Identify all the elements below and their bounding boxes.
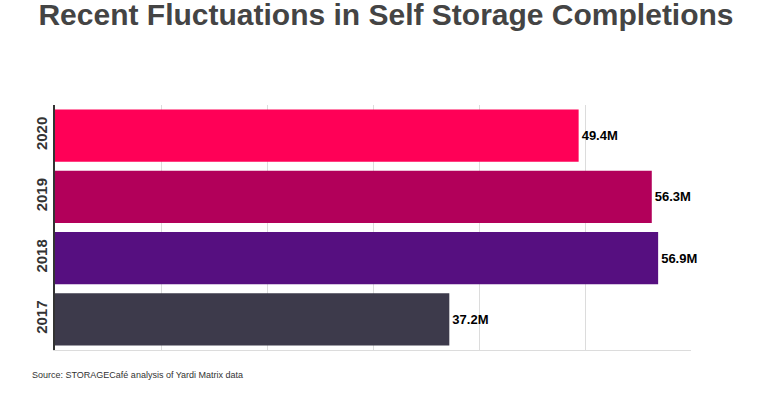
- svg-text:2017: 2017: [33, 300, 50, 333]
- svg-text:2019: 2019: [33, 178, 50, 211]
- svg-text:49.4M: 49.4M: [582, 128, 618, 143]
- svg-text:2020: 2020: [33, 117, 50, 150]
- svg-text:56.9M: 56.9M: [661, 251, 697, 266]
- svg-text:37.2M: 37.2M: [452, 312, 488, 327]
- svg-text:2018: 2018: [33, 239, 50, 272]
- svg-text:Recent Fluctuations in Self St: Recent Fluctuations in Self Storage Comp…: [38, 0, 733, 31]
- svg-text:Source: STORAGECafé analysis o: Source: STORAGECafé analysis of Yardi Ma…: [32, 370, 243, 380]
- svg-text:56.3M: 56.3M: [655, 189, 691, 204]
